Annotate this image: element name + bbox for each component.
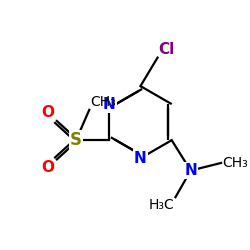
Text: CH₃: CH₃ <box>222 156 248 170</box>
Text: S: S <box>70 131 82 149</box>
Text: N: N <box>103 96 116 112</box>
Text: N: N <box>134 151 147 166</box>
Text: N: N <box>184 163 197 178</box>
Text: Cl: Cl <box>158 42 175 57</box>
Text: O: O <box>41 160 54 175</box>
Text: H₃C: H₃C <box>149 198 174 212</box>
Text: CH₃: CH₃ <box>90 95 116 109</box>
Text: O: O <box>41 105 54 120</box>
